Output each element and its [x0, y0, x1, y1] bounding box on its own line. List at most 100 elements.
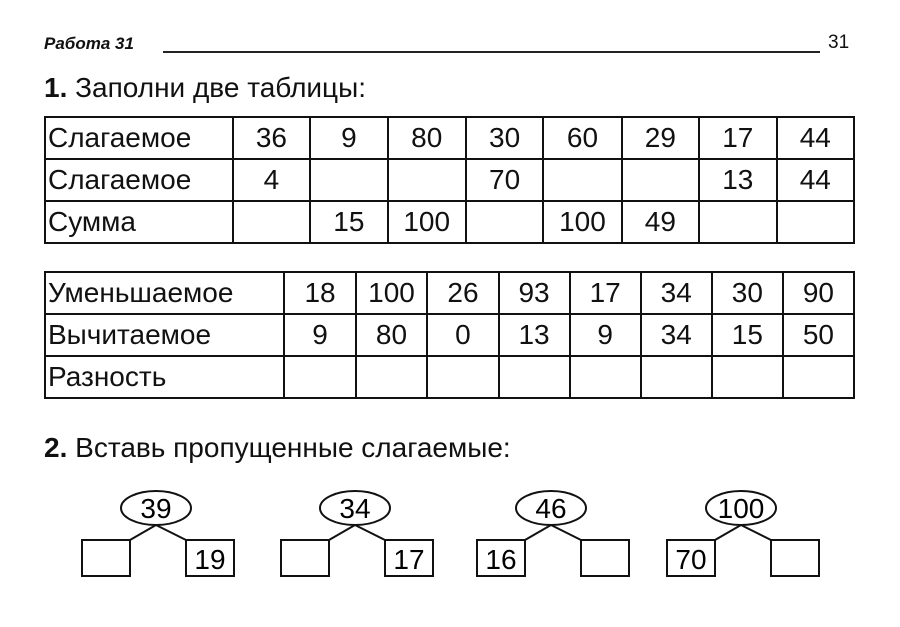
- value-cell: 60: [542, 116, 623, 160]
- blank-cell[interactable]: [231, 200, 312, 244]
- value-cell: 34: [639, 271, 713, 315]
- task2-number: 2.: [44, 432, 68, 463]
- table-row: Вычитаемое 9 80 0 13 9 34 15 50: [43, 313, 856, 357]
- value-cell: 26: [426, 271, 500, 315]
- table-row: Разность: [43, 355, 856, 399]
- header-divider: [163, 51, 820, 53]
- blank-cell[interactable]: [710, 355, 784, 399]
- tree-branch: [354, 524, 386, 541]
- value-cell: 18: [283, 271, 357, 315]
- value-cell: 34: [639, 313, 713, 357]
- value-cell: 13: [698, 158, 778, 202]
- row-label: Вычитаемое: [43, 313, 286, 357]
- tree-branch: [740, 524, 772, 541]
- blank-addend-box[interactable]: [81, 539, 131, 577]
- row-label: Сумма: [44, 200, 234, 244]
- right-addend: 19: [194, 544, 225, 575]
- addend-box: [666, 539, 716, 577]
- tree-branch: [129, 524, 157, 541]
- tree-branch: [328, 524, 356, 541]
- table-row: Слагаемое 4 70 13 44: [44, 158, 856, 202]
- value-cell: 9: [568, 313, 642, 357]
- task1-text: Заполни две таблицы:: [67, 72, 366, 103]
- value-cell: 17: [568, 271, 642, 315]
- worksheet-title: Работа 31: [44, 34, 134, 53]
- value-cell: 4: [231, 158, 312, 202]
- total-oval: [319, 490, 391, 526]
- blank-cell[interactable]: [781, 355, 856, 399]
- page-number: 31: [828, 32, 850, 53]
- blank-cell[interactable]: [775, 200, 856, 244]
- tree-total: 100: [718, 493, 765, 524]
- value-cell: 29: [620, 116, 701, 160]
- tree-branch: [155, 524, 187, 541]
- addition-table: Слагаемое 36 9 80 30 60 29 17 44 Слагаемое 4 70 13 44…: [44, 116, 856, 244]
- value-cell: 44: [775, 158, 856, 202]
- tree-branch: [714, 524, 742, 541]
- value-cell: 90: [781, 271, 856, 315]
- tree-total: 39: [140, 493, 171, 524]
- value-cell: 9: [283, 313, 357, 357]
- addend-box: [476, 539, 526, 577]
- value-cell: 70: [464, 158, 545, 202]
- blank-cell[interactable]: [309, 158, 389, 202]
- table-row: Слагаемое 36 9 80 30 60 29 17 44: [44, 116, 856, 160]
- blank-cell[interactable]: [620, 158, 701, 202]
- value-cell: 13: [497, 313, 571, 357]
- blank-addend-box[interactable]: [280, 539, 330, 577]
- value-cell: 93: [497, 271, 571, 315]
- right-addend: 17: [393, 544, 424, 575]
- left-addend: 70: [675, 544, 706, 575]
- task2-text: Вставь пропущенные слагаемые:: [67, 432, 511, 463]
- tree-total: 46: [535, 493, 566, 524]
- total-oval: [515, 490, 587, 526]
- row-label: Слагаемое: [44, 116, 234, 160]
- value-cell: 0: [426, 313, 500, 357]
- task2-heading: 2. Вставь пропущенные слагаемые:: [44, 432, 511, 464]
- value-cell: 49: [620, 200, 701, 244]
- blank-addend-box[interactable]: [770, 539, 820, 577]
- tree-total: 34: [339, 493, 370, 524]
- value-cell: 30: [710, 271, 784, 315]
- row-label: Слагаемое: [44, 158, 234, 202]
- table-row: Уменьшаемое 18 100 26 93 17 34 30 90: [43, 271, 856, 315]
- blank-cell[interactable]: [497, 355, 571, 399]
- task1-heading: 1. Заполни две таблицы:: [44, 72, 366, 104]
- addend-box: [384, 539, 434, 577]
- subtraction-table: Уменьшаемое 18 100 26 93 17 34 30 90 Вычитаемое 9 8…: [43, 271, 856, 399]
- value-cell: 15: [710, 313, 784, 357]
- value-cell: 36: [231, 116, 312, 160]
- tree-branch: [550, 524, 582, 541]
- value-cell: 80: [354, 313, 429, 357]
- value-cell: 9: [309, 116, 389, 160]
- left-addend: 16: [485, 544, 516, 575]
- row-label: Уменьшаемое: [43, 271, 286, 315]
- value-cell: 100: [386, 200, 467, 244]
- total-oval: [705, 490, 777, 526]
- blank-cell[interactable]: [354, 355, 429, 399]
- value-cell: 17: [698, 116, 778, 160]
- value-cell: 44: [775, 116, 856, 160]
- total-oval: [120, 490, 192, 526]
- value-cell: 100: [354, 271, 429, 315]
- blank-cell[interactable]: [426, 355, 500, 399]
- blank-addend-box[interactable]: [580, 539, 630, 577]
- blank-cell[interactable]: [386, 158, 467, 202]
- value-cell: 15: [309, 200, 389, 244]
- number-trees: 39 19 34 17 46 16 100 70: [81, 490, 820, 577]
- task1-number: 1.: [44, 72, 68, 103]
- value-cell: 30: [464, 116, 545, 160]
- value-cell: 100: [542, 200, 623, 244]
- blank-cell[interactable]: [698, 200, 778, 244]
- value-cell: 50: [781, 313, 856, 357]
- row-label: Разность: [43, 355, 286, 399]
- blank-cell[interactable]: [283, 355, 357, 399]
- blank-cell[interactable]: [464, 200, 545, 244]
- table-row: Сумма 15 100 100 49: [44, 200, 856, 244]
- tree-branch: [524, 524, 552, 541]
- blank-cell[interactable]: [639, 355, 713, 399]
- addend-box: [185, 539, 235, 577]
- value-cell: 80: [386, 116, 467, 160]
- blank-cell[interactable]: [568, 355, 642, 399]
- blank-cell[interactable]: [542, 158, 623, 202]
